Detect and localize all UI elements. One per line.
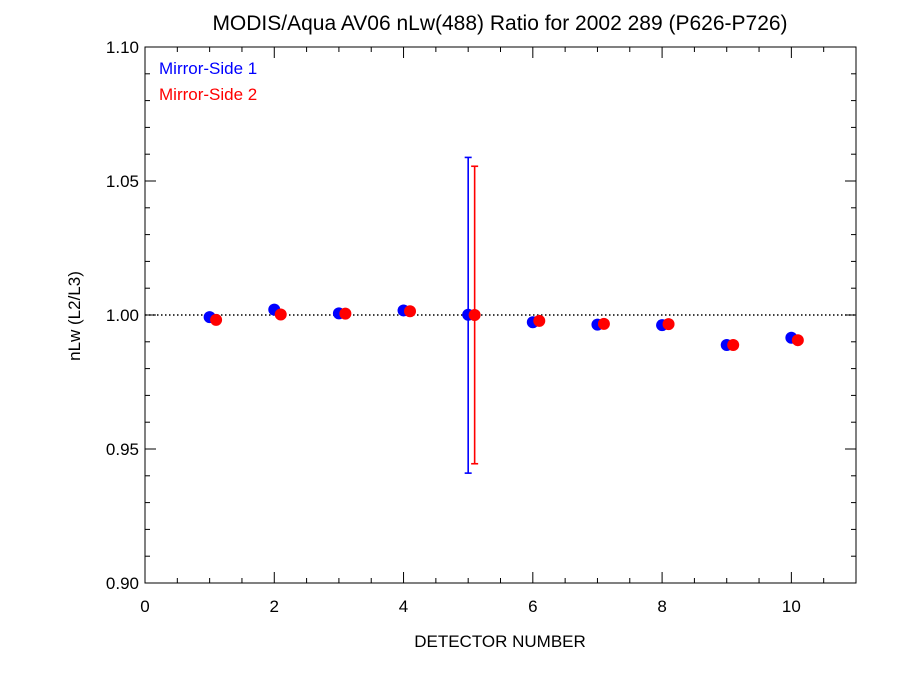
data-point-series-2 — [727, 339, 740, 352]
axis-ticks — [144, 46, 857, 584]
y-axis-label: nLw (L2/L3) — [65, 271, 84, 361]
y-tick-label: 0.95 — [106, 440, 139, 459]
x-axis-label: DETECTOR NUMBER — [414, 632, 586, 651]
data-point-series-2 — [404, 305, 417, 318]
data-point-series-2 — [339, 307, 352, 320]
data-point-series-2 — [791, 334, 804, 347]
x-tick-label: 4 — [399, 597, 408, 616]
data-point-series-2 — [210, 313, 223, 326]
x-tick-label: 6 — [528, 597, 537, 616]
data-points — [203, 303, 804, 352]
axis-tick-labels: 0 2 4 6 8 10 0.90 0.95 1.00 1.05 1.10 — [106, 38, 801, 616]
x-tick-label: 10 — [782, 597, 801, 616]
data-point-series-2 — [468, 309, 481, 321]
chart-title: MODIS/Aqua AV06 nLw(488) Ratio for 2002 … — [212, 12, 787, 35]
x-tick-label: 2 — [270, 597, 279, 616]
data-point-series-2 — [662, 318, 675, 331]
legend-item-series-2: Mirror-Side 2 — [159, 85, 257, 104]
legend: Mirror-Side 1 Mirror-Side 2 — [159, 59, 257, 104]
y-tick-label: 1.05 — [106, 172, 139, 191]
y-tick-label: 1.00 — [106, 306, 139, 325]
y-tick-label: 0.90 — [106, 574, 139, 593]
y-tick-label: 1.10 — [106, 38, 139, 57]
legend-item-series-1: Mirror-Side 1 — [159, 59, 257, 78]
data-point-series-2 — [274, 308, 287, 321]
x-tick-label: 8 — [657, 597, 666, 616]
data-point-series-2 — [533, 314, 546, 327]
x-tick-label: 0 — [140, 597, 149, 616]
data-point-series-2 — [597, 317, 610, 330]
